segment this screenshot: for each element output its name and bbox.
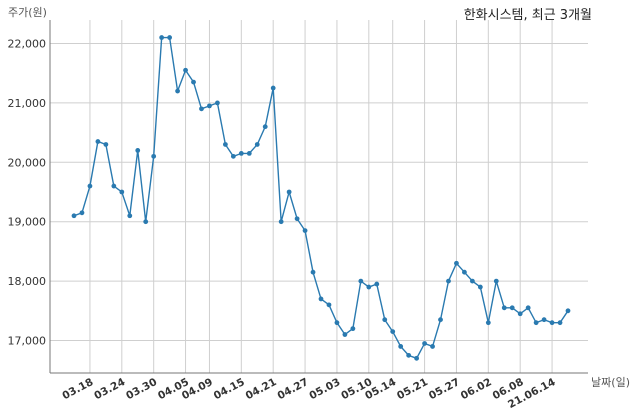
y-tick-label: 20,000 <box>8 156 47 169</box>
data-point <box>565 308 571 314</box>
data-point <box>541 317 547 323</box>
data-points <box>71 35 571 361</box>
chart-title: 한화시스템, 최근 3개월 <box>463 8 592 23</box>
data-point <box>286 189 292 195</box>
data-point <box>71 213 77 219</box>
data-point <box>111 183 117 189</box>
x-tick-label: 03.24 <box>92 376 127 402</box>
data-point <box>119 189 125 195</box>
x-tick-label: 06.02 <box>459 376 494 402</box>
data-point <box>366 284 372 290</box>
y-tick-labels: 17,000 18,000 19,000 20,000 21,000 22,000 <box>8 38 47 348</box>
data-point <box>374 281 380 287</box>
y-tick-label: 18,000 <box>8 275 47 288</box>
data-point <box>310 269 316 275</box>
data-point <box>454 260 459 266</box>
x-tick-label: 05.03 <box>307 376 342 402</box>
axes <box>49 20 588 374</box>
data-point <box>446 278 451 284</box>
data-point <box>254 142 260 147</box>
x-tick-label: 05.21 <box>395 376 430 402</box>
grid-lines <box>50 20 588 373</box>
y-tick-label: 21,000 <box>8 97 47 110</box>
data-point <box>549 320 555 326</box>
x-tick-label: 03.18 <box>60 376 95 402</box>
data-point <box>414 355 420 361</box>
data-point <box>183 67 188 73</box>
x-tick-label: 04.27 <box>276 376 311 402</box>
y-tick-label: 22,000 <box>8 38 47 51</box>
data-point <box>230 153 236 159</box>
data-point <box>557 320 563 326</box>
data-point <box>294 216 300 222</box>
data-point <box>103 142 109 147</box>
x-tick-label: 04.21 <box>244 376 279 402</box>
data-point <box>127 213 133 219</box>
data-point <box>167 35 173 40</box>
data-point <box>517 311 523 317</box>
data-point <box>222 142 228 147</box>
x-tick-label: 04.15 <box>212 376 247 402</box>
x-tick-label: 03.30 <box>124 376 159 402</box>
x-axis-label: 날짜(일) <box>591 376 630 389</box>
data-point <box>469 278 475 284</box>
data-point <box>462 269 467 275</box>
data-point <box>406 352 412 358</box>
data-point <box>382 317 388 323</box>
data-point <box>302 228 308 234</box>
data-point <box>430 344 435 349</box>
data-point <box>270 85 276 91</box>
data-point <box>477 284 483 290</box>
data-point <box>87 183 93 189</box>
data-point <box>238 150 244 156</box>
price-line <box>73 36 569 360</box>
data-point <box>390 329 396 334</box>
y-axis-label: 주가(원) <box>8 6 47 19</box>
data-point <box>207 103 212 109</box>
x-tick-label: 05.27 <box>427 376 462 402</box>
data-point <box>342 332 348 337</box>
y-tick-label: 17,000 <box>8 335 47 348</box>
data-point <box>143 219 149 225</box>
data-point <box>278 219 284 225</box>
data-point <box>151 153 157 159</box>
data-point <box>398 344 404 349</box>
x-tick-labels: 03.1803.2403.3004.0504.0904.1504.2104.27… <box>60 376 557 411</box>
data-point <box>350 326 356 332</box>
data-point <box>215 100 220 106</box>
data-point <box>318 296 324 302</box>
data-point <box>422 341 427 346</box>
data-point <box>199 106 204 112</box>
data-point <box>509 305 515 311</box>
data-point <box>485 320 491 326</box>
data-point <box>262 124 268 130</box>
data-point <box>533 320 539 326</box>
data-point <box>501 305 507 311</box>
data-point <box>438 317 443 323</box>
data-point <box>334 320 340 326</box>
data-point <box>525 305 531 311</box>
data-point <box>159 35 165 40</box>
data-point <box>135 148 141 153</box>
data-point <box>191 79 196 85</box>
data-point <box>79 210 85 216</box>
data-point <box>326 302 332 308</box>
y-tick-label: 19,000 <box>8 216 47 229</box>
data-point <box>493 278 499 284</box>
data-point <box>175 88 180 94</box>
data-point <box>358 278 364 284</box>
data-point <box>246 150 252 156</box>
data-point <box>95 139 101 144</box>
